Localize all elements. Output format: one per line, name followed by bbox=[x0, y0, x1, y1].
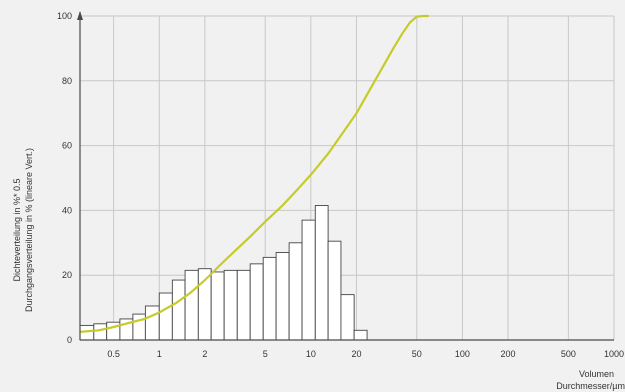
x-axis-title-line2: Durchmesser/µm bbox=[556, 381, 625, 391]
histogram-bar bbox=[144, 305, 160, 341]
cumulative-line bbox=[79, 14, 429, 333]
histogram-bar bbox=[288, 242, 303, 341]
x-tick-label: 0.5 bbox=[107, 349, 120, 359]
x-axis-title-line1: Volumen bbox=[579, 369, 614, 379]
histogram-bar bbox=[236, 269, 251, 341]
x-tick-label: 500 bbox=[561, 349, 576, 359]
x-tick-label: 1 bbox=[157, 349, 162, 359]
y-tick-label: 80 bbox=[62, 76, 72, 86]
histogram-bar bbox=[132, 313, 146, 341]
histogram-bar bbox=[327, 240, 342, 341]
y-axis-title-line2: Durchgangsverteilung in % (lineare Vert.… bbox=[24, 148, 34, 312]
histogram-bar bbox=[353, 329, 368, 341]
axes bbox=[77, 11, 614, 341]
histogram-bar bbox=[184, 269, 199, 341]
x-tick-label: 50 bbox=[412, 349, 422, 359]
histogram-bar bbox=[210, 271, 225, 341]
histogram-bar bbox=[158, 292, 173, 341]
grid-lines bbox=[80, 15, 615, 340]
histogram-bar bbox=[301, 219, 316, 341]
histogram-bar bbox=[223, 269, 238, 341]
histogram-bar bbox=[314, 205, 329, 341]
histogram-bar bbox=[340, 294, 355, 341]
tick-labels: 0.5 1 2 5 10 20 50 100 200 500 1000 0 20 40 60 80 100 bbox=[57, 11, 624, 359]
y-axis-arrow bbox=[77, 11, 83, 20]
x-tick-label: 200 bbox=[501, 349, 516, 359]
x-tick-label: 10 bbox=[306, 349, 316, 359]
y-axis-title-line1: Dichteverteilung in %* 0.5 bbox=[12, 178, 22, 281]
cumulative-curve bbox=[79, 14, 429, 333]
x-tick-label: 2 bbox=[202, 349, 207, 359]
histogram-bar bbox=[171, 279, 186, 341]
x-tick-label: 100 bbox=[455, 349, 470, 359]
x-tick-label: 5 bbox=[263, 349, 268, 359]
histogram-bar bbox=[93, 323, 108, 341]
y-tick-label: 100 bbox=[57, 11, 72, 21]
y-tick-label: 40 bbox=[62, 205, 72, 215]
y-tick-label: 60 bbox=[62, 141, 72, 151]
x-tick-label: 1000 bbox=[604, 349, 624, 359]
histogram-bar bbox=[249, 263, 264, 341]
y-tick-label: 0 bbox=[67, 335, 72, 345]
histogram-bars bbox=[79, 205, 368, 341]
x-tick-label: 20 bbox=[351, 349, 361, 359]
y-tick-label: 20 bbox=[62, 270, 72, 280]
histogram-bar bbox=[262, 256, 277, 341]
histogram-bar bbox=[275, 252, 290, 341]
